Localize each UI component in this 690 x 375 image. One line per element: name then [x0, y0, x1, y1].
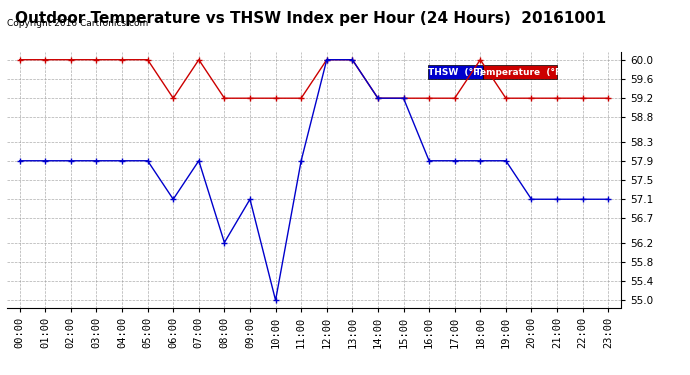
Text: Outdoor Temperature vs THSW Index per Hour (24 Hours)  20161001: Outdoor Temperature vs THSW Index per Ho… — [15, 11, 606, 26]
Text: Copyright 2016 Cartronics.com: Copyright 2016 Cartronics.com — [7, 20, 148, 28]
Text: Temperature  (°F): Temperature (°F) — [475, 68, 565, 77]
FancyBboxPatch shape — [483, 65, 557, 79]
Text: THSW  (°F): THSW (°F) — [428, 68, 483, 77]
FancyBboxPatch shape — [428, 65, 483, 79]
